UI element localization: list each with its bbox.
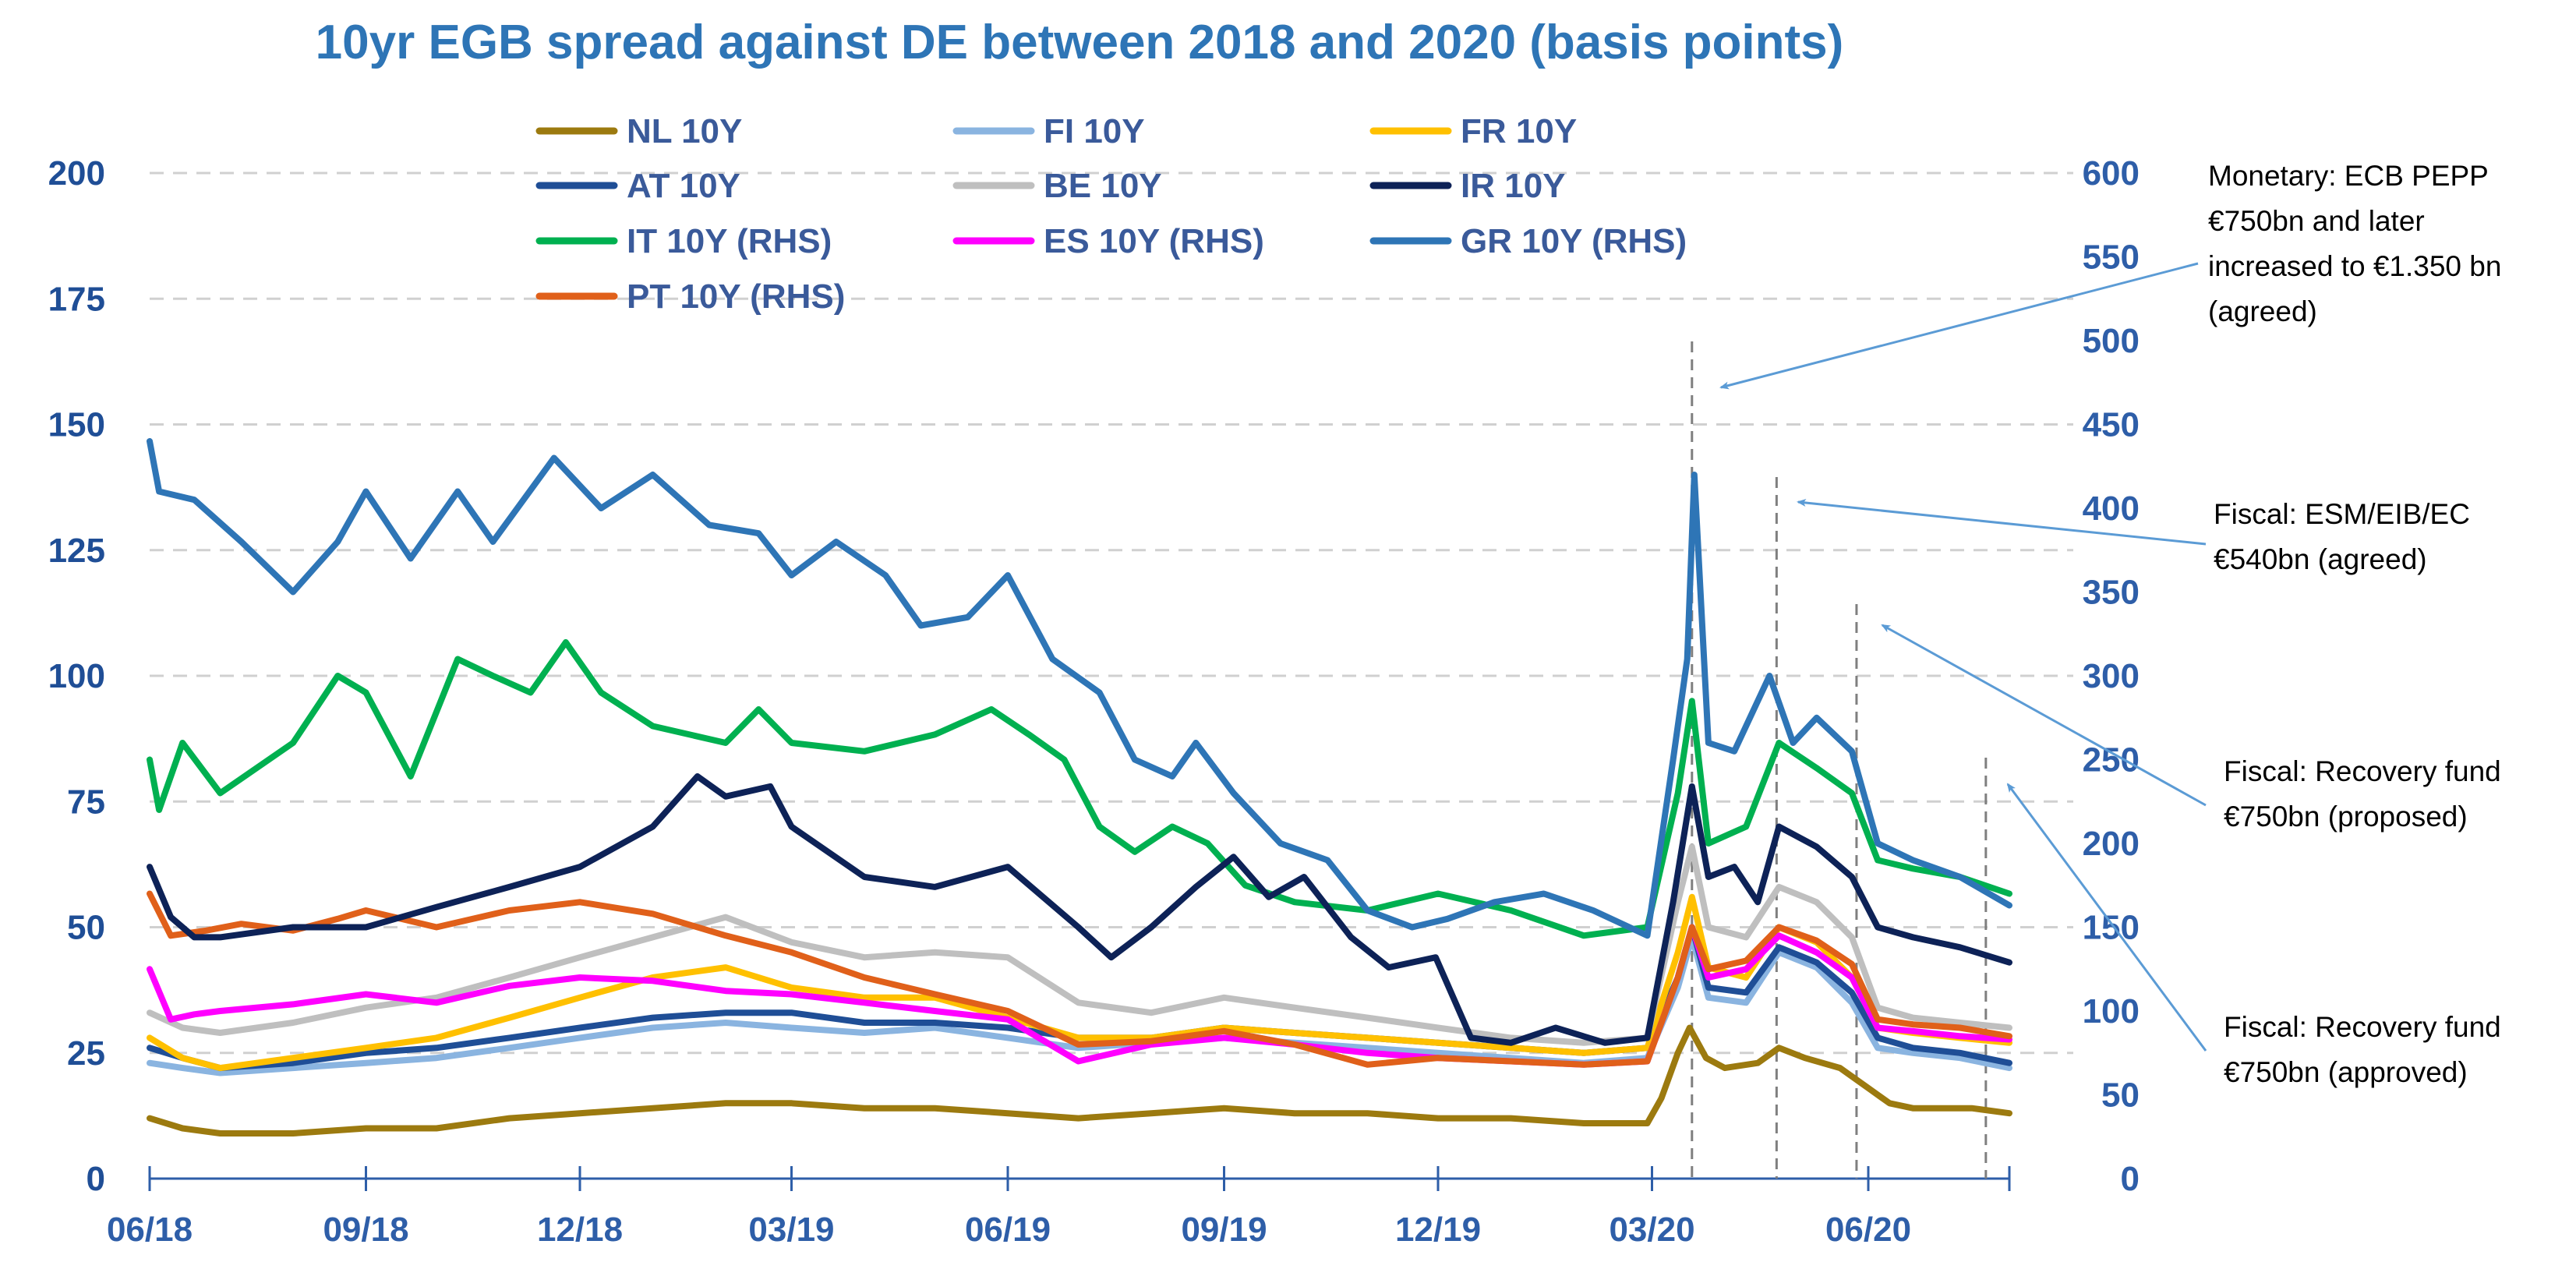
- legend-label: PT 10Y (RHS): [627, 277, 845, 316]
- x-tick-label: 06/18: [107, 1211, 193, 1249]
- right-tick-label: 50: [2101, 1076, 2140, 1115]
- right-tick-label: 450: [2083, 406, 2140, 444]
- left-tick-label: 200: [48, 154, 105, 193]
- gridlines: [150, 171, 2073, 1055]
- series-lines: [147, 438, 2012, 1137]
- left-tick-label: 25: [67, 1034, 105, 1073]
- annotation-text: €540bn (agreed): [2214, 543, 2427, 575]
- legend-label: IR 10Y: [1461, 167, 1566, 205]
- right-tick-label: 250: [2083, 741, 2140, 779]
- right-tick-label: 150: [2083, 909, 2140, 947]
- right-tick-label: 0: [2121, 1160, 2140, 1198]
- legend-label: ES 10Y (RHS): [1044, 222, 1264, 260]
- x-tick-label: 09/18: [323, 1211, 408, 1249]
- right-tick-label: 400: [2083, 490, 2140, 528]
- legend-label: BE 10Y: [1044, 167, 1162, 205]
- series-line-nl-10y: [147, 1024, 2012, 1137]
- legend: NL 10Y FI 10Y FR 10Y AT 10Y BE 10Y IR 10Y IT 1…: [535, 112, 1687, 316]
- annotation-text: Fiscal: Recovery fund: [2224, 1011, 2501, 1043]
- series-line-it-10y-rhs: [147, 639, 2012, 939]
- x-tick-label: 09/19: [1181, 1211, 1267, 1249]
- annotation-text: Fiscal: Recovery fund: [2224, 755, 2501, 787]
- right-tick-label: 500: [2083, 322, 2140, 360]
- legend-label: AT 10Y: [627, 167, 740, 205]
- x-tick-label: 06/19: [965, 1211, 1051, 1249]
- legend-label: IT 10Y (RHS): [627, 222, 832, 260]
- legend-label: FI 10Y: [1044, 112, 1145, 150]
- series-line-pt-10y-rhs: [147, 890, 2012, 1068]
- annotation-text: €750bn and later: [2208, 205, 2425, 237]
- x-tick-label: 03/20: [1609, 1211, 1694, 1249]
- x-tick-label: 12/19: [1395, 1211, 1481, 1249]
- x-tick-label: 12/18: [537, 1211, 623, 1249]
- annotation-text: Fiscal: ESM/EIB/EC: [2214, 498, 2470, 530]
- right-y-axis: 0 50 100 150 200 250 300 350 400 450 500 550 600: [2083, 154, 2140, 1198]
- x-tick-label: 03/19: [748, 1211, 834, 1249]
- right-tick-label: 300: [2083, 657, 2140, 695]
- x-tick-label: 06/20: [1825, 1211, 1911, 1249]
- left-y-axis: 0 25 50 75 100 125 150 175 200: [48, 154, 105, 1198]
- annotation-text: €750bn (approved): [2224, 1056, 2468, 1088]
- left-tick-label: 150: [48, 406, 105, 444]
- annotation-text: (agreed): [2208, 295, 2317, 327]
- legend-label: FR 10Y: [1461, 112, 1577, 150]
- left-tick-label: 125: [48, 532, 105, 570]
- annotation-arrow: [1881, 624, 2207, 807]
- annotation-arrow: [1797, 499, 2207, 546]
- chart-title: 10yr EGB spread against DE between 2018 …: [316, 16, 1844, 69]
- annotation-text: €750bn (proposed): [2224, 801, 2468, 832]
- annotation-arrow: [1719, 262, 2199, 390]
- left-tick-label: 175: [48, 280, 105, 318]
- right-tick-label: 350: [2083, 574, 2140, 612]
- x-axis: 06/18 09/18 12/18 03/19 06/19 09/19 12/19 03/20…: [107, 1166, 2011, 1249]
- left-tick-label: 50: [67, 909, 105, 947]
- left-tick-label: 75: [67, 783, 105, 821]
- annotation-arrow: [2006, 783, 2207, 1052]
- right-tick-label: 100: [2083, 992, 2140, 1030]
- right-tick-label: 600: [2083, 154, 2140, 193]
- event-annotations: Monetary: ECB PEPP €750bn and later increa…: [1719, 160, 2501, 1088]
- left-tick-label: 0: [87, 1160, 105, 1198]
- annotation-text: increased to €1.350 bn: [2208, 250, 2501, 282]
- legend-label: GR 10Y (RHS): [1461, 222, 1687, 260]
- annotation-text: Monetary: ECB PEPP: [2208, 160, 2489, 192]
- legend-label: NL 10Y: [627, 112, 742, 150]
- left-tick-label: 100: [48, 657, 105, 695]
- right-tick-label: 200: [2083, 825, 2140, 863]
- series-line-be-10y: [147, 843, 2012, 1046]
- series-line-ir-10y: [147, 773, 2012, 1046]
- series-line-gr-10y-rhs: [147, 438, 2012, 939]
- series-line-es-10y-rhs: [147, 924, 2012, 1068]
- right-tick-label: 550: [2083, 239, 2140, 277]
